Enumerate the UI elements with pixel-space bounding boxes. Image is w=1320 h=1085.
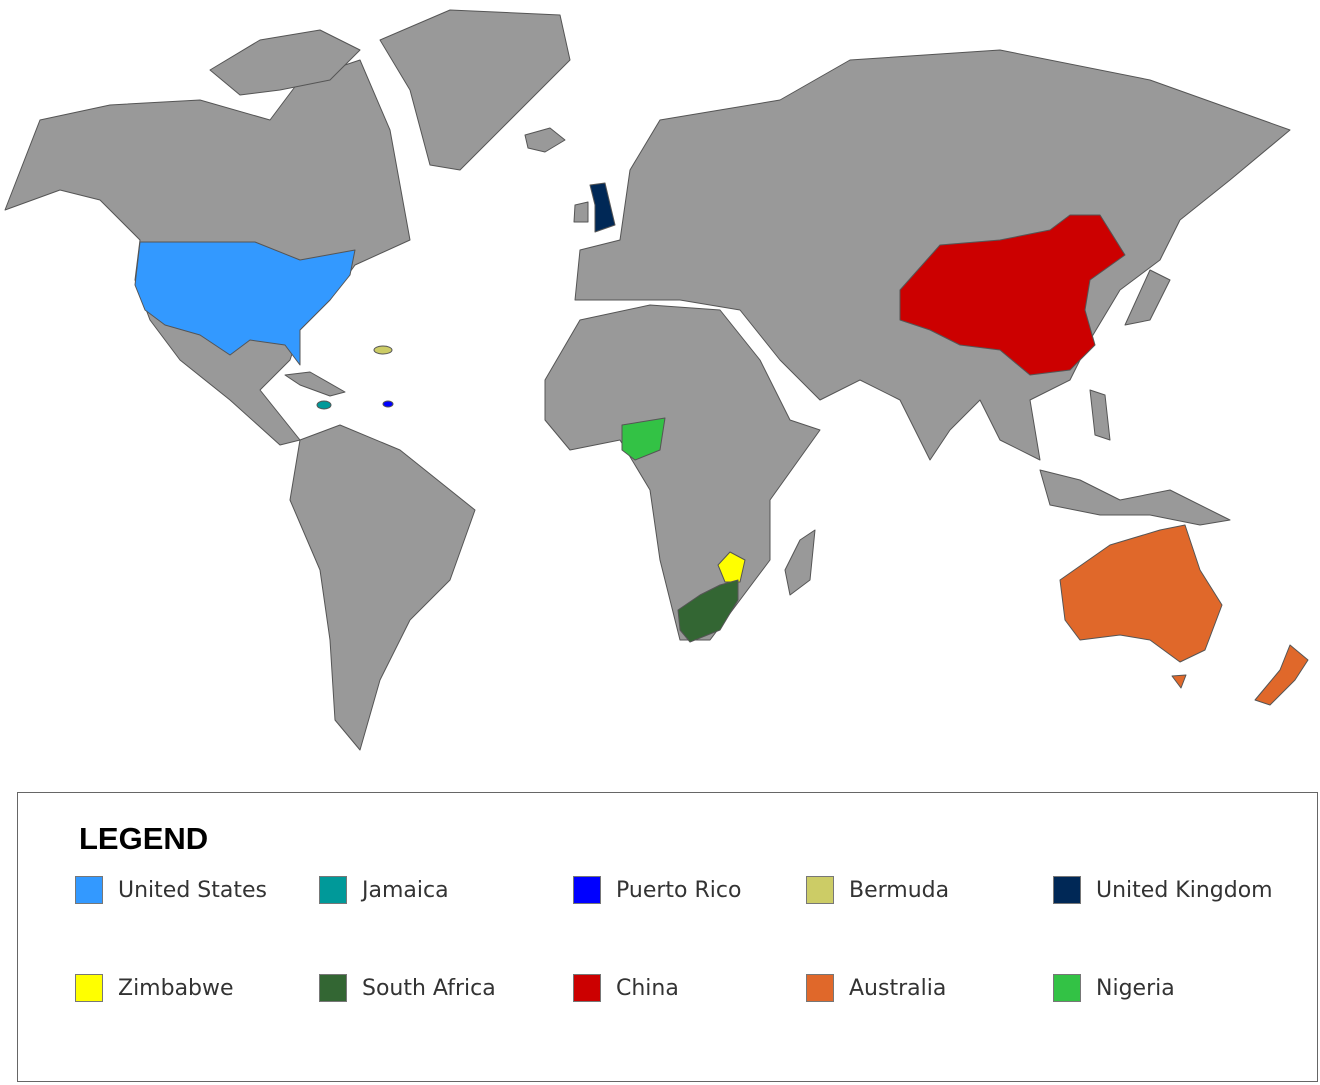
madagascar[interactable]	[784, 529, 816, 596]
legend-label: United Kingdom	[1096, 877, 1273, 903]
legend-item: Bermuda	[806, 876, 949, 904]
legend-label: Puerto Rico	[616, 877, 742, 903]
country-south-africa[interactable]	[677, 579, 739, 643]
philippines[interactable]	[1089, 389, 1111, 441]
country-china[interactable]	[899, 214, 1126, 376]
legend-swatch	[806, 974, 834, 1002]
legend-item: Jamaica	[319, 876, 449, 904]
south-america[interactable]	[289, 424, 476, 751]
legend-item: Nigeria	[1053, 974, 1175, 1002]
country-nigeria[interactable]	[621, 417, 666, 461]
arctic-islands[interactable]	[209, 29, 361, 96]
iceland[interactable]	[524, 127, 566, 153]
country-united-kingdom[interactable]	[589, 182, 616, 233]
country-australia[interactable]	[1059, 524, 1223, 689]
cuba[interactable]	[284, 371, 346, 397]
country-new-zealand[interactable]	[1254, 644, 1309, 706]
legend-label: South Africa	[362, 975, 496, 1001]
legend-swatch	[806, 876, 834, 904]
greenland[interactable]	[379, 9, 571, 171]
legend-label: Australia	[849, 975, 947, 1001]
country-bermuda[interactable]	[373, 345, 393, 355]
world-map	[4, 9, 1309, 751]
country-puerto-rico[interactable]	[382, 400, 394, 408]
ireland[interactable]	[573, 201, 589, 223]
legend-swatch	[319, 974, 347, 1002]
japan[interactable]	[1124, 269, 1171, 326]
legend-label: United States	[118, 877, 267, 903]
highlighted-countries	[134, 182, 1309, 706]
legend-item: South Africa	[319, 974, 496, 1002]
indonesia[interactable]	[1039, 469, 1231, 526]
legend-swatch	[319, 876, 347, 904]
country-zimbabwe[interactable]	[717, 551, 746, 583]
legend-swatch	[75, 876, 103, 904]
legend-swatch	[573, 876, 601, 904]
legend-item: Zimbabwe	[75, 974, 234, 1002]
legend-item: United States	[75, 876, 267, 904]
legend-title: LEGEND	[79, 821, 209, 856]
legend-label: China	[616, 975, 679, 1001]
legend-label: Nigeria	[1096, 975, 1175, 1001]
country-united-states[interactable]	[134, 241, 356, 366]
legend-item: Puerto Rico	[573, 876, 741, 904]
base-land	[4, 9, 1291, 751]
legend-label: Zimbabwe	[118, 975, 234, 1001]
legend: LEGEND United States Jamaica Puerto Rico Be…	[17, 792, 1318, 1082]
africa[interactable]	[544, 304, 821, 641]
legend-item: United Kingdom	[1053, 876, 1273, 904]
legend-swatch	[1053, 876, 1081, 904]
legend-label: Bermuda	[849, 877, 950, 903]
legend-swatch	[1053, 974, 1081, 1002]
country-jamaica[interactable]	[316, 400, 332, 410]
legend-item: China	[573, 974, 679, 1002]
legend-swatch	[75, 974, 103, 1002]
legend-item: Australia	[806, 974, 946, 1002]
legend-label: Jamaica	[362, 877, 449, 903]
legend-swatch	[573, 974, 601, 1002]
